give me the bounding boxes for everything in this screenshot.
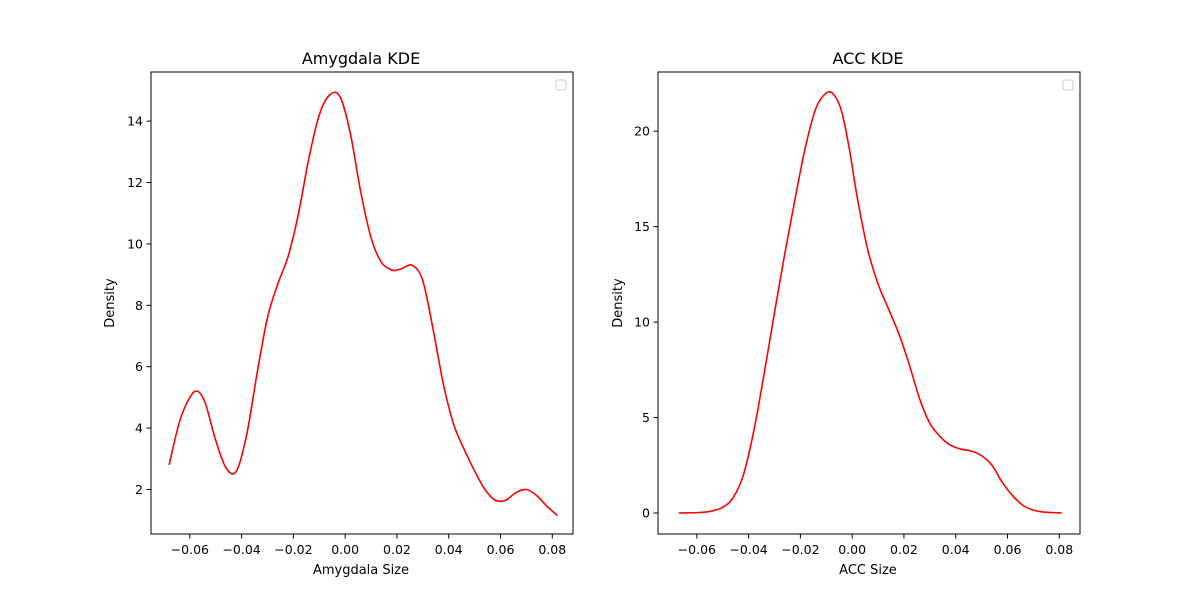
acc-y-tick-label: 0 [642,506,650,521]
amygdala-y-tick-label: 14 [127,114,143,129]
acc-axes-frame [657,71,1081,535]
acc-x-tick-label: −0.06 [678,542,716,557]
amygdala-legend-box [555,79,567,91]
acc-x-tick-label: −0.02 [781,542,819,557]
acc-y-axis-label: Density [611,278,626,328]
amygdala-y-axis-label: Density [103,278,118,328]
acc-y-tick-label: 5 [642,410,650,425]
acc-y-tick-label: 10 [634,315,650,330]
acc-y-tick-label: 15 [634,219,650,234]
acc-y-tick-label: 20 [634,124,650,139]
amygdala-x-tick-label: 0.04 [435,542,463,557]
amygdala-x-tick-label: −0.06 [171,542,209,557]
amygdala-x-tick-label: 0.00 [331,542,359,557]
acc-x-tick-label: 0.00 [838,542,866,557]
amygdala-x-tick-label: −0.04 [222,542,260,557]
acc-plot-area: −0.06 −0.04 −0.02 0.00 0.02 0.04 0.06 0.08 0 5 10 1… [634,71,1081,557]
amygdala-kde-line [168,91,558,517]
amygdala-y-tick-label: 6 [135,359,143,374]
acc-x-axis-label: ACC Size [839,563,897,578]
acc-kde-line [678,90,1062,514]
amygdala-x-tick-label: 0.08 [538,542,566,557]
amygdala-y-tick-label: 8 [135,298,143,313]
amygdala-y-tick-label: 10 [127,236,143,251]
amygdala-x-axis-label: Amygdala Size [313,563,409,578]
amygdala-x-tick-label: 0.06 [487,542,515,557]
amygdala-plot-area: −0.06 −0.04 −0.02 0.00 0.02 0.04 0.06 0.08 2 4 6 8 1… [127,71,574,557]
acc-kde-subplot: ACC KDE −0.06 −0.04 −0.02 0.00 0.02 0.04 0.06 0… [611,49,1081,578]
amygdala-x-tick-label: 0.02 [383,542,411,557]
amygdala-y-tick-label: 12 [127,175,143,190]
amygdala-y-tick-label: 2 [135,482,143,497]
acc-x-tick-label: 0.06 [994,542,1022,557]
amygdala-kde-subplot: Amygdala KDE −0.06 −0.04 −0.02 0.00 0.02 0.04… [103,49,574,578]
acc-legend-box [1062,79,1074,91]
amygdala-x-tick-label: −0.02 [274,542,312,557]
amygdala-axes-frame [150,71,574,535]
acc-x-tick-label: 0.08 [1045,542,1073,557]
amygdala-chart-title: Amygdala KDE [302,49,420,68]
acc-chart-title: ACC KDE [832,49,903,68]
acc-x-tick-label: −0.04 [729,542,767,557]
amygdala-y-tick-label: 4 [135,421,143,436]
acc-x-tick-label: 0.04 [942,542,970,557]
acc-x-tick-label: 0.02 [890,542,918,557]
